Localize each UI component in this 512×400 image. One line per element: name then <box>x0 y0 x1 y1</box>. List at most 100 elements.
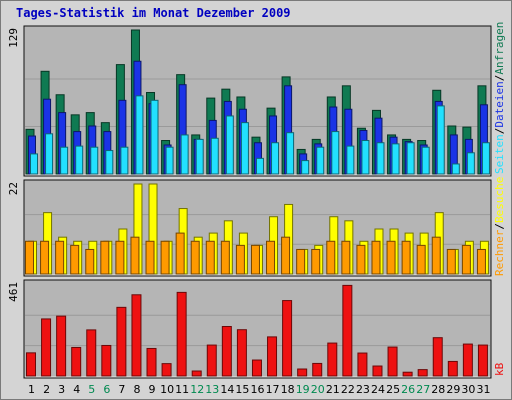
x-tick-label: 2 <box>43 383 50 396</box>
pages-bar <box>436 105 445 175</box>
x-tick-label: 24 <box>371 383 385 396</box>
legend-entry: kB <box>493 362 506 376</box>
x-tick-label: 7 <box>118 383 125 396</box>
pages-bar <box>75 145 84 175</box>
sites-bar <box>205 240 215 275</box>
kbytes-bar <box>372 365 383 377</box>
sites-bar <box>371 240 381 275</box>
x-tick-label: 27 <box>416 383 430 396</box>
kbytes-bar <box>176 291 187 377</box>
sites-bar <box>40 240 50 275</box>
x-tick-label: 22 <box>341 383 355 396</box>
sites-bar <box>386 240 396 275</box>
pages-bar <box>90 146 99 175</box>
pages-bar <box>286 132 295 175</box>
sites-bar <box>175 232 185 275</box>
kbytes-bar <box>327 342 338 377</box>
sites-bar <box>266 240 276 275</box>
kbytes-ymax-label: 461 <box>7 282 20 302</box>
kbytes-bar <box>191 370 202 377</box>
pages-bar <box>255 157 264 175</box>
x-tick-label: 6 <box>103 383 110 396</box>
hits-ymax-label: 129 <box>7 28 20 48</box>
legend-entry: Besuche <box>493 177 506 223</box>
visits-ymax-label: 22 <box>7 182 20 195</box>
kbytes-bar <box>206 344 217 377</box>
x-tick-label: 12 <box>190 383 204 396</box>
kbytes-bar <box>161 363 172 377</box>
pages-bar <box>150 99 159 175</box>
pages-bar <box>105 150 114 175</box>
sites-bar <box>281 236 291 275</box>
x-tick-label: 10 <box>160 383 174 396</box>
kbytes-bar <box>267 336 278 377</box>
x-tick-label: 16 <box>251 383 265 396</box>
legend-entry: Rechner <box>493 229 506 276</box>
pages-bar <box>135 95 144 175</box>
legend-entry: Seiten <box>493 134 506 174</box>
kbytes-bar <box>387 346 398 377</box>
kbytes-bar <box>312 362 323 377</box>
sites-bar <box>341 240 351 275</box>
kbytes-bar <box>357 352 368 377</box>
pages-bar <box>406 142 415 175</box>
pages-bar <box>271 142 280 175</box>
x-tick-label: 19 <box>296 383 310 396</box>
pages-bar <box>391 143 400 175</box>
pages-bar <box>376 142 385 175</box>
x-tick-label: 17 <box>266 383 280 396</box>
sites-bar <box>115 240 125 275</box>
kbytes-bar <box>342 284 353 377</box>
kbytes-bar <box>71 346 82 377</box>
legend-text: kB <box>493 362 506 376</box>
pages-bar <box>331 131 340 175</box>
pages-bar <box>451 163 460 175</box>
sites-bar <box>476 248 486 275</box>
kbytes-bar <box>26 352 36 377</box>
x-tick-label: 31 <box>476 383 490 396</box>
legend-entry: Anfragen <box>493 22 506 75</box>
kbytes-bar <box>131 294 142 377</box>
legend-entry: Dateien <box>493 81 506 127</box>
sites-bar <box>25 240 34 275</box>
pages-bar <box>316 146 325 175</box>
pages-bar <box>30 153 38 175</box>
sites-bar <box>401 240 411 275</box>
kbytes-bar <box>251 359 262 377</box>
pages-bar <box>466 152 475 175</box>
kbytes-bar <box>236 329 247 377</box>
chart-title: Tages-Statistik im Monat Dezember 2009 <box>16 6 291 20</box>
kbytes-bar <box>56 315 67 377</box>
x-tick-label: 28 <box>431 383 445 396</box>
pages-bar <box>361 140 370 175</box>
sites-bar <box>446 248 456 275</box>
kbytes-bar <box>462 343 473 377</box>
x-tick-label: 30 <box>461 383 475 396</box>
kbytes-bar <box>447 360 458 377</box>
pages-bar <box>165 146 174 175</box>
x-tick-label: 18 <box>281 383 295 396</box>
sites-bar <box>100 240 110 275</box>
legend-separator: / <box>493 128 506 135</box>
pages-bar <box>421 146 430 175</box>
legend-text: Rechner/Besuche <box>493 177 506 276</box>
pages-bar <box>120 146 129 175</box>
x-tick-label: 4 <box>73 383 80 396</box>
kbytes-bar <box>297 368 308 377</box>
x-tick-label: 20 <box>311 383 325 396</box>
sites-bar <box>250 244 260 275</box>
x-tick-label: 8 <box>133 383 140 396</box>
sites-bar <box>461 244 471 275</box>
x-tick-label: 13 <box>205 383 219 396</box>
sites-bar <box>431 236 441 275</box>
legend-text: Seiten/Dateien/Anfragen <box>493 22 506 174</box>
sites-bar <box>296 248 306 275</box>
pages-bar <box>180 134 189 175</box>
pages-bar <box>60 146 69 175</box>
sites-bar <box>326 240 336 275</box>
x-tick-label: 23 <box>356 383 370 396</box>
x-tick-label: 21 <box>326 383 340 396</box>
sites-bar <box>130 236 140 275</box>
sites-bar <box>311 248 321 275</box>
